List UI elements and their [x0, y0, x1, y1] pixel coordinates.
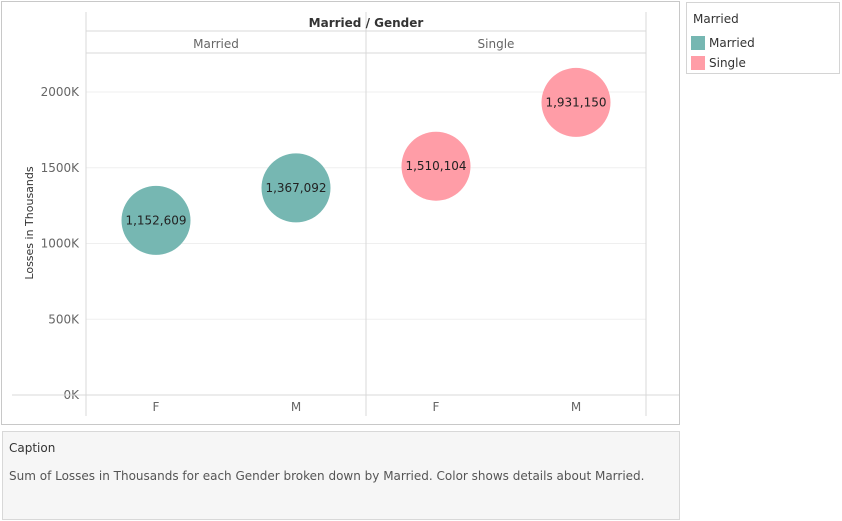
data-label: 1,152,609 [125, 213, 186, 227]
data-label: 1,367,092 [265, 181, 326, 195]
y-tick-label: 500K [48, 312, 80, 326]
panel-header-single: Single [478, 37, 515, 51]
legend-title: Married [693, 12, 739, 26]
legend-label-single: Single [709, 56, 746, 70]
x-tick-label: F [153, 400, 160, 414]
bubble-single-m [541, 67, 611, 137]
legend: Married Married Single [686, 2, 840, 74]
panel-header-married: Married [193, 37, 239, 51]
bubble-single-f [401, 131, 471, 201]
chart-title: Married / Gender [309, 16, 424, 30]
caption-title: Caption [9, 441, 56, 455]
data-label: 1,931,150 [545, 95, 606, 109]
legend-swatch-single [691, 56, 705, 70]
x-tick-label: F [433, 400, 440, 414]
bubble-married-m [261, 153, 331, 223]
y-axis-label: Losses in Thousands [23, 166, 36, 279]
caption-text: Sum of Losses in Thousands for each Gend… [9, 469, 645, 483]
chart-view: 0K 500K 1000K 1500K 2000K Married / Gender Mar… [1, 1, 680, 425]
legend-item-single[interactable]: Single [691, 54, 835, 71]
legend-label-married: Married [709, 36, 755, 50]
x-tick-label: M [291, 400, 301, 414]
legend-swatch-married [691, 36, 705, 50]
caption-panel: Caption Sum of Losses in Thousands for e… [2, 431, 680, 520]
data-label: 1,510,104 [405, 159, 466, 173]
y-tick-label: 1500K [41, 161, 81, 175]
y-tick-label: 2000K [41, 85, 81, 99]
x-tick-label: M [571, 400, 581, 414]
bubble-married-f [121, 185, 191, 255]
y-tick-label: 1000K [41, 237, 81, 251]
legend-item-married[interactable]: Married [691, 34, 835, 51]
